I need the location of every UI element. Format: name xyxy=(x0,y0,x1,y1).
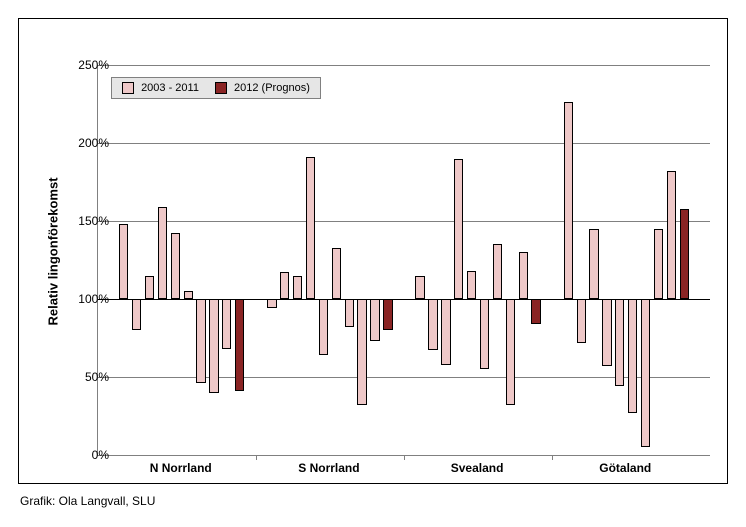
bar-historical xyxy=(184,291,193,299)
bar-historical xyxy=(158,207,167,299)
y-tick-label: 200% xyxy=(59,136,109,150)
bar-historical xyxy=(628,299,637,413)
bar-historical xyxy=(428,299,437,350)
legend-label-prognosis: 2012 (Prognos) xyxy=(234,82,310,94)
bar-prognosis xyxy=(235,299,244,391)
bar-historical xyxy=(119,224,128,299)
bar-historical xyxy=(267,299,276,308)
bar-historical xyxy=(222,299,231,349)
bar-historical xyxy=(519,252,528,299)
legend-swatch-historical xyxy=(122,82,134,94)
bar-historical xyxy=(615,299,624,386)
bar-historical xyxy=(589,229,598,299)
bar-historical xyxy=(196,299,205,383)
bar-historical xyxy=(667,171,676,299)
x-group-label: Svealand xyxy=(451,461,504,475)
chart-frame: Relativ lingonförekomst 2003 - 2011 2012… xyxy=(18,18,728,484)
y-tick-label: 100% xyxy=(59,292,109,306)
gridline xyxy=(98,65,710,66)
bar-historical xyxy=(564,102,573,299)
bar-historical xyxy=(506,299,515,405)
legend-item-historical: 2003 - 2011 xyxy=(122,82,199,94)
x-tick xyxy=(256,456,257,460)
legend-swatch-prognosis xyxy=(215,82,227,94)
gridline xyxy=(98,143,710,144)
bar-historical xyxy=(577,299,586,343)
x-group-label: Götaland xyxy=(599,461,651,475)
bar-prognosis xyxy=(383,299,392,330)
bar-historical xyxy=(454,159,463,299)
bar-historical xyxy=(441,299,450,365)
y-axis-title-container: Relativ lingonförekomst xyxy=(43,19,63,483)
y-tick-label: 50% xyxy=(59,370,109,384)
caption: Grafik: Ola Langvall, SLU xyxy=(20,494,155,508)
gridline xyxy=(98,221,710,222)
y-tick-label: 150% xyxy=(59,214,109,228)
legend-label-historical: 2003 - 2011 xyxy=(141,82,199,94)
bar-historical xyxy=(319,299,328,355)
y-tick-label: 250% xyxy=(59,58,109,72)
bar-historical xyxy=(132,299,141,330)
bar-historical xyxy=(641,299,650,447)
legend-item-prognosis: 2012 (Prognos) xyxy=(215,82,310,94)
bar-historical xyxy=(415,276,424,299)
x-group-label: S Norrland xyxy=(298,461,359,475)
plot-area xyxy=(97,65,710,456)
bar-historical xyxy=(345,299,354,327)
bar-historical xyxy=(480,299,489,369)
bar-prognosis xyxy=(531,299,540,324)
x-tick xyxy=(552,456,553,460)
bar-historical xyxy=(145,276,154,299)
x-tick xyxy=(404,456,405,460)
bar-historical xyxy=(306,157,315,299)
x-group-label: N Norrland xyxy=(150,461,212,475)
y-tick-label: 0% xyxy=(59,448,109,462)
bar-historical xyxy=(357,299,366,405)
bar-historical xyxy=(493,244,502,299)
baseline-100 xyxy=(98,299,710,300)
bar-historical xyxy=(602,299,611,366)
bar-historical xyxy=(171,233,180,299)
bar-historical xyxy=(293,276,302,299)
legend: 2003 - 2011 2012 (Prognos) xyxy=(111,77,321,99)
bar-historical xyxy=(370,299,379,341)
bar-historical xyxy=(467,271,476,299)
bar-historical xyxy=(654,229,663,299)
bar-historical xyxy=(332,248,341,299)
bar-historical xyxy=(280,272,289,299)
bar-historical xyxy=(209,299,218,393)
bar-prognosis xyxy=(680,209,689,299)
